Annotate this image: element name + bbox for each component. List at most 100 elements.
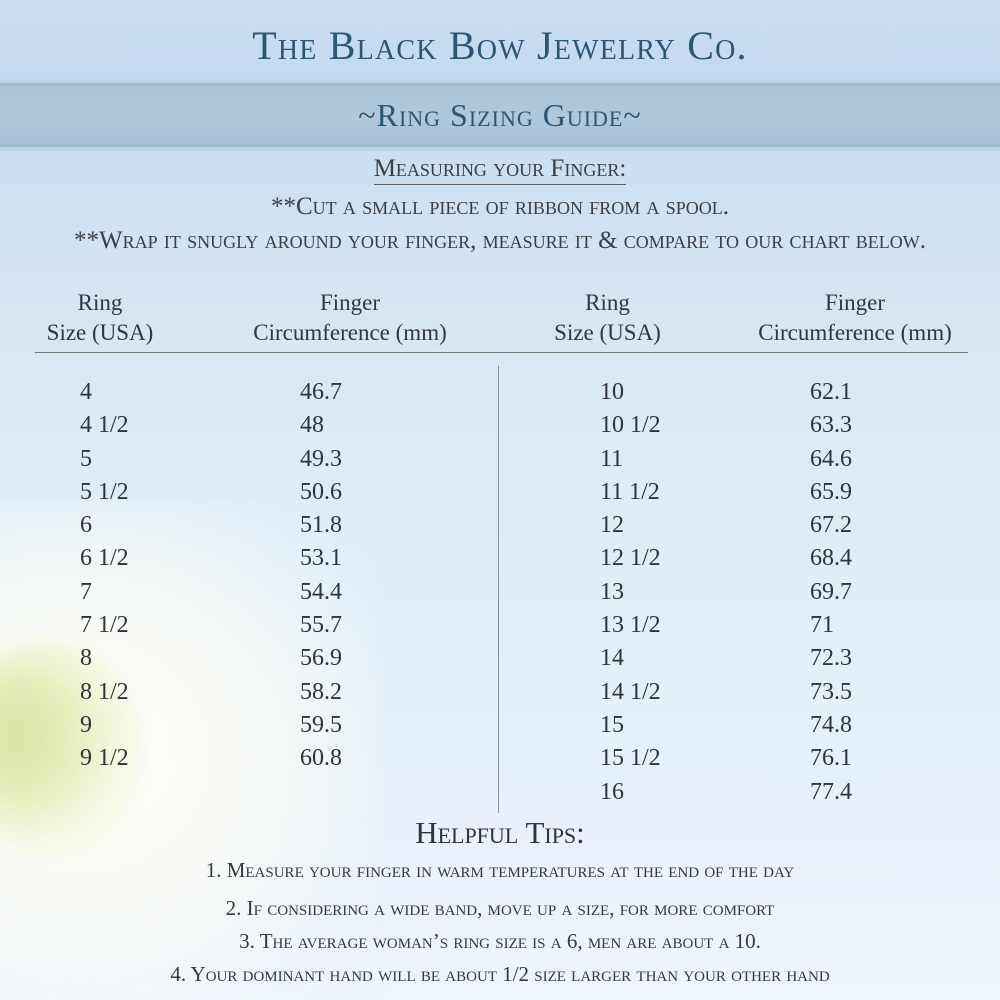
table-row: 11 1/2 65.9 [520,476,990,509]
table-row: 5 49.3 [0,443,470,476]
cell-circumference: 49.3 [300,445,342,472]
instruction-line-1: **Cut a small piece of ribbon from a spo… [271,193,729,220]
cell-circumference: 55.7 [300,612,342,639]
cell-ring-size: 15 [600,711,624,738]
column-header-ring-size-right: Ring Size (USA) [515,288,700,348]
cell-circumference: 68.4 [810,545,852,572]
header-line-1: Finger [824,290,886,315]
cell-ring-size: 13 1/2 [600,612,661,639]
cell-circumference: 65.9 [810,478,852,505]
cell-circumference: 64.6 [810,445,852,472]
measuring-heading-text: Measuring your Finger: [373,155,627,185]
table-row: 12 1/2 68.4 [520,542,990,575]
sizing-table-left: 4 46.7 4 1/2 48 5 49.3 5 1/2 50.6 6 51.8 6 1/2 53.1… [0,376,470,776]
title-band [0,86,1000,144]
table-row: 7 54.4 [0,576,470,609]
cell-ring-size: 14 [600,645,624,672]
cell-circumference: 46.7 [300,379,342,405]
cell-circumference: 51.8 [300,512,342,539]
cell-circumference: 48 [300,412,324,439]
company-title: The Black Bow Jewelry Co. [252,23,748,68]
cell-ring-size: 10 [600,379,624,405]
cell-ring-size: 12 [600,512,624,539]
band-line-top-inner [0,83,1000,86]
cell-ring-size: 6 [80,512,92,539]
cell-circumference: 72.3 [810,645,852,672]
table-row: 5 1/2 50.6 [0,476,470,509]
table-row: 6 1/2 53.1 [0,542,470,575]
table-row: 15 1/2 76.1 [520,742,990,775]
sizing-table-right: 10 62.1 10 1/2 63.3 11 64.6 11 1/2 65.9 12 67.2 12… [520,376,990,809]
table-row: 9 59.5 [0,709,470,742]
header-line-2: Size (USA) [554,320,661,345]
tip-item-3: 3. The average woman’s ring size is a 6,… [239,929,761,953]
table-row: 15 74.8 [520,709,990,742]
cell-ring-size: 11 1/2 [600,478,660,505]
tip-item-2: 2. If considering a wide band, move up a… [225,896,775,920]
cell-circumference: 58.2 [300,678,342,705]
cell-ring-size: 13 [600,578,624,605]
table-vertical-divider [498,366,499,813]
sizing-table: Ring Size (USA) Finger Circumference (mm… [0,288,1000,354]
table-row: 10 62.1 [520,376,990,409]
cell-circumference: 76.1 [810,745,852,772]
cell-circumference: 63.3 [810,412,852,439]
cell-circumference: 50.6 [300,478,342,505]
band-line-bottom-inner [0,144,1000,147]
table-row: 8 1/2 58.2 [0,676,470,709]
cell-circumference: 54.4 [300,578,342,605]
column-header-circumference-right: Finger Circumference (mm) [710,288,1000,348]
tip-item-4: 4. Your dominant hand will be about 1/2 … [170,962,830,986]
header-line-1: Ring [77,290,123,315]
cell-circumference: 59.5 [300,711,342,738]
band-line-top-outer [0,80,1000,83]
cell-ring-size: 4 1/2 [80,412,129,439]
table-column-headers: Ring Size (USA) Finger Circumference (mm… [0,288,1000,354]
cell-ring-size: 7 1/2 [80,612,129,639]
cell-circumference: 62.1 [810,379,852,405]
cell-circumference: 73.5 [810,678,852,705]
cell-ring-size: 5 1/2 [80,478,129,505]
cell-circumference: 74.8 [810,711,852,738]
column-header-ring-size-left: Ring Size (USA) [10,288,190,348]
cell-circumference: 53.1 [300,545,342,572]
header-line-1: Ring [585,290,630,315]
cell-ring-size: 8 1/2 [80,678,129,705]
cell-circumference: 67.2 [810,512,852,539]
header-line-2: Size (USA) [46,320,154,345]
instruction-line-2: **Wrap it snugly around your finger, mea… [74,227,926,254]
table-row: 11 64.6 [520,443,990,476]
cell-ring-size: 12 1/2 [600,545,661,572]
cell-ring-size: 8 [80,645,92,672]
cell-ring-size: 6 1/2 [80,545,129,572]
table-row: 13 69.7 [520,576,990,609]
cell-ring-size: 7 [80,578,92,605]
cell-circumference: 60.8 [300,745,342,772]
header-line-2: Circumference (mm) [253,320,447,345]
table-row: 4 46.7 [0,376,470,409]
table-row: 16 77.4 [520,776,990,809]
table-row: 4 1/2 48 [0,409,470,442]
table-row: 9 1/2 60.8 [0,742,470,775]
table-header-rule [35,352,968,353]
page-title: ~Ring Sizing Guide~ [358,97,642,133]
table-row: 14 72.3 [520,642,990,675]
table-row: 12 67.2 [520,509,990,542]
cell-circumference: 71 [810,612,834,639]
cell-circumference: 77.4 [810,778,852,805]
table-row: 10 1/2 63.3 [520,409,990,442]
cell-ring-size: 11 [600,445,624,472]
cell-ring-size: 4 [80,379,92,405]
header-line-2: Circumference (mm) [758,320,952,345]
band-line-bottom-outer [0,147,1000,151]
header-line-1: Finger [319,290,381,315]
cell-circumference: 56.9 [300,645,342,672]
cell-ring-size: 15 1/2 [600,745,661,772]
cell-circumference: 69.7 [810,578,852,605]
measuring-heading: Measuring your Finger: [0,155,1000,185]
cell-ring-size: 16 [600,778,624,805]
table-row: 14 1/2 73.5 [520,676,990,709]
table-row: 6 51.8 [0,509,470,542]
cell-ring-size: 5 [80,445,92,472]
